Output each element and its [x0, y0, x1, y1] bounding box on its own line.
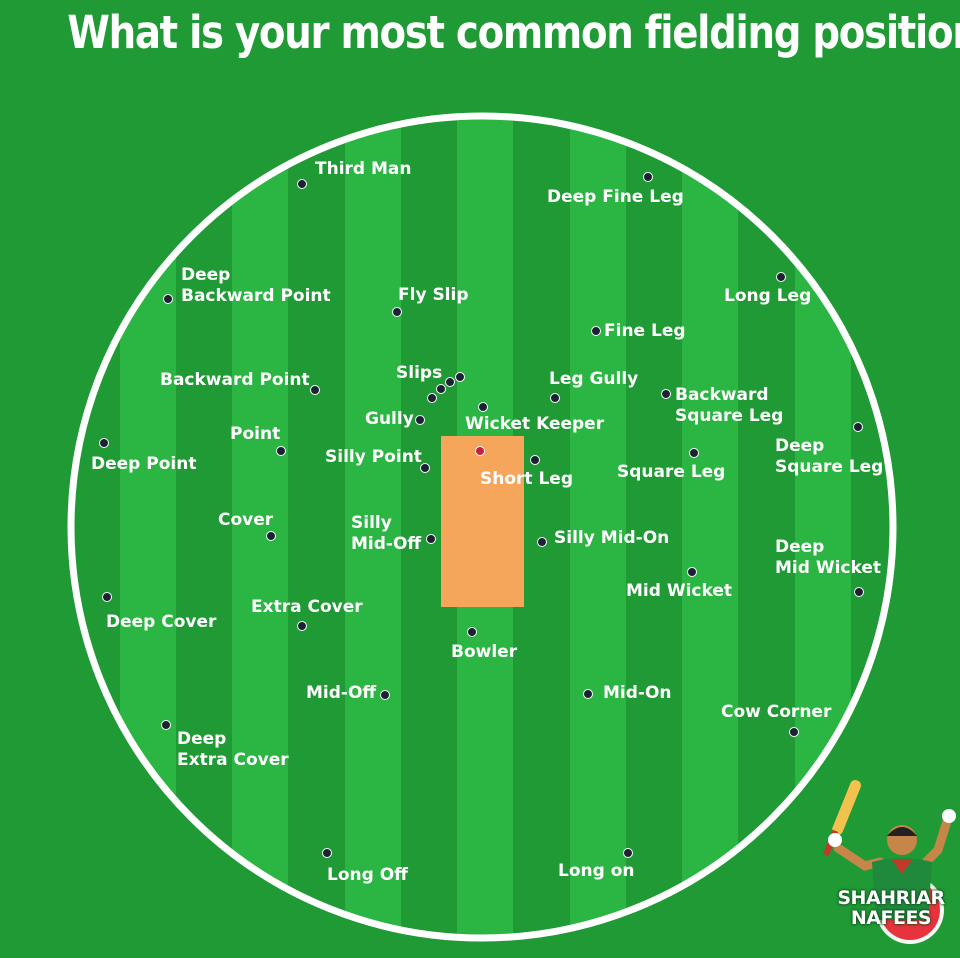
bowler-marker — [467, 627, 477, 637]
boundary-rope — [67, 112, 897, 942]
fly-slip-marker — [392, 307, 402, 317]
backward-point-marker — [310, 385, 320, 395]
logo-name-line2: NAFEES — [850, 907, 932, 929]
slips-marker-2 — [445, 377, 455, 387]
deep-extra-cover-label: Deep Extra Cover — [177, 729, 289, 770]
extra-cover-label: Extra Cover — [251, 597, 363, 617]
bowler-label: Bowler — [451, 642, 518, 662]
point-marker — [276, 446, 286, 456]
wicket-keeper-stumps-marker — [475, 446, 485, 456]
cover-label: Cover — [218, 510, 274, 530]
silly-mid-off-label: Silly Mid-Off — [351, 513, 422, 554]
deep-mid-wicket-marker — [854, 587, 864, 597]
gully-marker — [415, 415, 425, 425]
deep-fine-leg-marker — [643, 172, 653, 182]
wicket-keeper-label: Wicket Keeper — [465, 414, 605, 434]
deep-square-leg-marker — [853, 422, 863, 432]
silly-point-label: Silly Point — [325, 447, 422, 467]
deep-mid-wicket-label: Deep Mid Wicket — [775, 537, 881, 578]
square-leg-marker — [689, 448, 699, 458]
leg-gully-marker — [550, 393, 560, 403]
extra-cover-marker — [297, 621, 307, 631]
mid-wicket-marker — [687, 567, 697, 577]
backward-point-label: Backward Point — [160, 370, 310, 390]
page-title: What is your most common fielding positi… — [67, 6, 960, 59]
long-off-label: Long Off — [327, 865, 408, 885]
leg-gully-label: Leg Gully — [549, 369, 639, 389]
slips-marker-4 — [427, 393, 437, 403]
cricketer-celebrating-icon — [822, 779, 956, 944]
long-on-marker — [623, 848, 633, 858]
silly-point-marker — [420, 463, 430, 473]
fine-leg-marker — [591, 326, 601, 336]
short-leg-marker — [530, 455, 540, 465]
fly-slip-label: Fly Slip — [398, 285, 469, 305]
slips-label: Slips — [396, 363, 443, 383]
slips-marker-3 — [436, 384, 446, 394]
third-man-label: Third Man — [315, 159, 412, 179]
short-leg-label: Short Leg — [480, 469, 573, 489]
mid-off-marker — [380, 690, 390, 700]
cover-marker — [266, 531, 276, 541]
third-man-marker — [297, 179, 307, 189]
wicket-keeper-marker — [478, 402, 488, 412]
long-on-label: Long on — [558, 861, 635, 881]
silly-mid-on-marker — [537, 537, 547, 547]
fine-leg-label: Fine Leg — [604, 321, 686, 341]
long-leg-marker — [776, 272, 786, 282]
deep-backward-point-marker — [163, 294, 173, 304]
deep-point-label: Deep Point — [91, 454, 197, 474]
deep-fine-leg-label: Deep Fine Leg — [547, 187, 684, 207]
deep-cover-marker — [102, 592, 112, 602]
point-label: Point — [230, 424, 281, 444]
square-leg-label: Square Leg — [617, 462, 726, 482]
deep-cover-label: Deep Cover — [106, 612, 217, 632]
silly-mid-off-marker — [426, 534, 436, 544]
cow-corner-label: Cow Corner — [721, 702, 832, 722]
deep-extra-cover-marker — [161, 720, 171, 730]
long-leg-label: Long Leg — [724, 286, 812, 306]
cow-corner-marker — [789, 727, 799, 737]
mid-on-marker — [583, 689, 593, 699]
slips-marker-1 — [455, 372, 465, 382]
backward-square-leg-marker — [661, 389, 671, 399]
gully-label: Gully — [365, 409, 414, 429]
backward-square-leg-label: Backward Square Leg — [675, 385, 784, 426]
silly-mid-on-label: Silly Mid-On — [554, 528, 670, 548]
mid-wicket-label: Mid Wicket — [626, 581, 732, 601]
mid-on-label: Mid-On — [603, 683, 672, 703]
deep-point-marker — [99, 438, 109, 448]
deep-square-leg-label: Deep Square Leg — [775, 436, 884, 477]
pitch — [441, 436, 524, 607]
long-off-marker — [322, 848, 332, 858]
deep-backward-point-label: Deep Backward Point — [181, 265, 331, 306]
logo-name-line1: SHAHRIAR — [837, 887, 945, 909]
mid-off-label: Mid-Off — [306, 683, 377, 703]
